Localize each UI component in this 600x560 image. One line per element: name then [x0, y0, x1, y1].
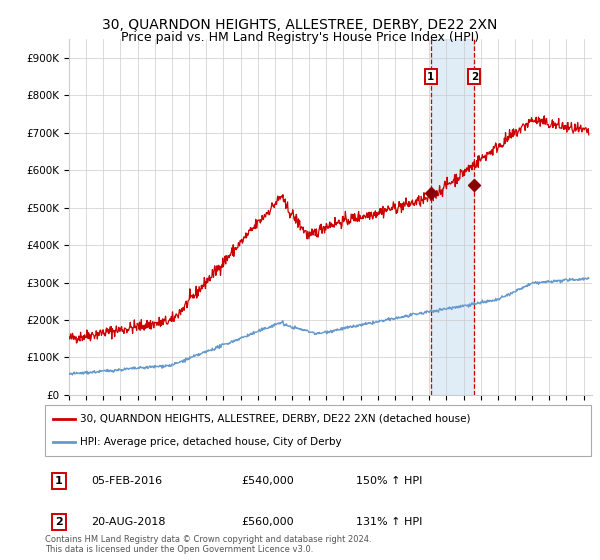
Text: £540,000: £540,000 [242, 476, 295, 486]
Text: 05-FEB-2016: 05-FEB-2016 [91, 476, 163, 486]
Text: HPI: Average price, detached house, City of Derby: HPI: Average price, detached house, City… [80, 437, 342, 447]
Text: 2: 2 [55, 517, 62, 527]
FancyBboxPatch shape [45, 405, 591, 456]
Text: 150% ↑ HPI: 150% ↑ HPI [356, 476, 422, 486]
Text: 1: 1 [55, 476, 62, 486]
Text: 30, QUARNDON HEIGHTS, ALLESTREE, DERBY, DE22 2XN (detached house): 30, QUARNDON HEIGHTS, ALLESTREE, DERBY, … [80, 414, 471, 424]
Text: 30, QUARNDON HEIGHTS, ALLESTREE, DERBY, DE22 2XN: 30, QUARNDON HEIGHTS, ALLESTREE, DERBY, … [103, 18, 497, 32]
Text: 1: 1 [427, 72, 434, 82]
Text: Price paid vs. HM Land Registry's House Price Index (HPI): Price paid vs. HM Land Registry's House … [121, 31, 479, 44]
Text: 20-AUG-2018: 20-AUG-2018 [91, 517, 166, 527]
Text: £560,000: £560,000 [242, 517, 294, 527]
Text: Contains HM Land Registry data © Crown copyright and database right 2024.
This d: Contains HM Land Registry data © Crown c… [45, 535, 371, 554]
Text: 2: 2 [471, 72, 478, 82]
Bar [431, 39, 475, 395]
Text: 131% ↑ HPI: 131% ↑ HPI [356, 517, 422, 527]
